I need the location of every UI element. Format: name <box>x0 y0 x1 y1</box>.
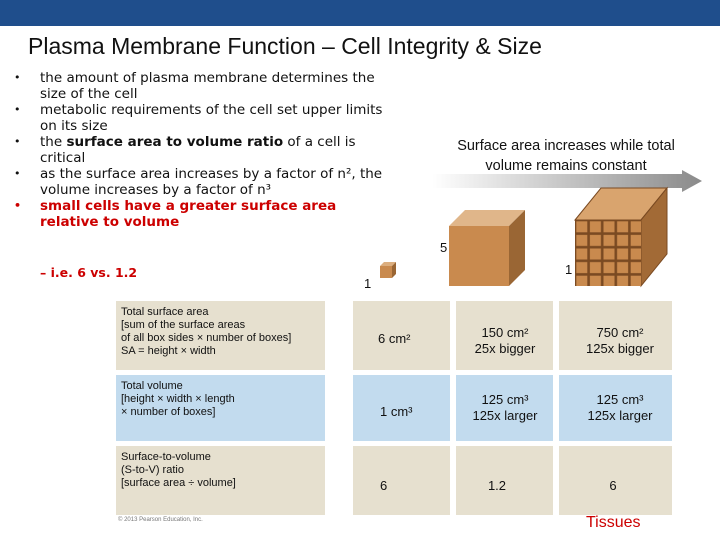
row-cell-bg <box>353 375 450 441</box>
large-cube-label: 1 <box>565 262 573 277</box>
cell-large: 6 <box>609 478 617 493</box>
cell-medium: 1.2 <box>487 478 507 493</box>
row-cell-bg <box>456 375 553 441</box>
bullet-text-after: of a cell is critical <box>40 134 356 166</box>
cell-small: 1 cm³ <box>380 404 413 419</box>
right-arrow-icon <box>432 170 702 192</box>
large-cube-grid-icon <box>573 186 669 288</box>
cell-medium: 125 cm³ 125x larger <box>472 392 538 423</box>
row-cell-bg <box>353 301 450 370</box>
cell-large: 750 cm² 125x bigger <box>586 325 654 356</box>
bullet-item: • metabolic requirements of the cell set … <box>14 102 383 134</box>
bullet-text: the amount of plasma membrane determines… <box>40 70 375 102</box>
cell-small: 6 cm² <box>378 331 411 346</box>
table-row: Total surface area [sum of the surface ar… <box>116 301 720 370</box>
small-cube-icon <box>380 262 396 278</box>
bullet-text: metabolic requirements of the cell set u… <box>40 102 383 134</box>
medium-cube-label: 5 <box>440 240 448 255</box>
cell-small: 6 <box>380 478 388 493</box>
tissues-link[interactable]: Tissues <box>586 514 641 531</box>
medium-cube-icon <box>449 210 525 286</box>
bullet-text-bold: surface area to volume ratio <box>66 134 284 150</box>
slide-title: Plasma Membrane Function – Cell Integrit… <box>28 33 542 59</box>
cell-medium: 150 cm² 25x bigger <box>474 325 536 356</box>
row-label-surface-area: Total surface area [sum of the surface ar… <box>116 301 325 370</box>
row-cell-bg <box>559 375 672 441</box>
bullet-text: small cells have a greater surface area … <box>40 198 337 230</box>
table-row: Total volume [height × width × length × nu… <box>116 375 720 441</box>
bullet-item: • as the surface area increases by a fact… <box>14 166 383 198</box>
row-cell-bg <box>559 301 672 370</box>
copyright-notice: © 2013 Pearson Education, Inc. <box>118 517 203 523</box>
bullet-item-highlight: • small cells have a greater surface area… <box>14 198 337 230</box>
row-label-ratio: Surface-to-volume (S-to-V) ratio [surface … <box>116 446 325 515</box>
row-label-volume: Total volume [height × width × length × nu… <box>116 375 325 441</box>
header-bar <box>0 0 720 26</box>
bullet-list: • the amount of plasma membrane determine… <box>14 70 394 230</box>
row-cell-bg <box>456 446 553 515</box>
row-cell-bg <box>456 301 553 370</box>
row-cell-bg <box>559 446 672 515</box>
diagram-caption: Surface area increases while total volum… <box>457 138 675 174</box>
table-row: Surface-to-volume (S-to-V) ratio [surface … <box>116 446 720 515</box>
bullet-text-before: the <box>40 134 67 150</box>
cell-large: 125 cm³ 125x larger <box>587 392 653 423</box>
row-cell-bg <box>353 446 450 515</box>
small-cube-label: 1 <box>364 276 372 291</box>
bullet-item: • the amount of plasma membrane determine… <box>14 70 375 102</box>
bullet-text: as the surface area increases by a facto… <box>40 166 383 198</box>
bullet-item: • the surface area to volume ratio of a c… <box>14 134 356 166</box>
sub-bullet: – i.e. 6 vs. 1.2 <box>40 265 138 280</box>
